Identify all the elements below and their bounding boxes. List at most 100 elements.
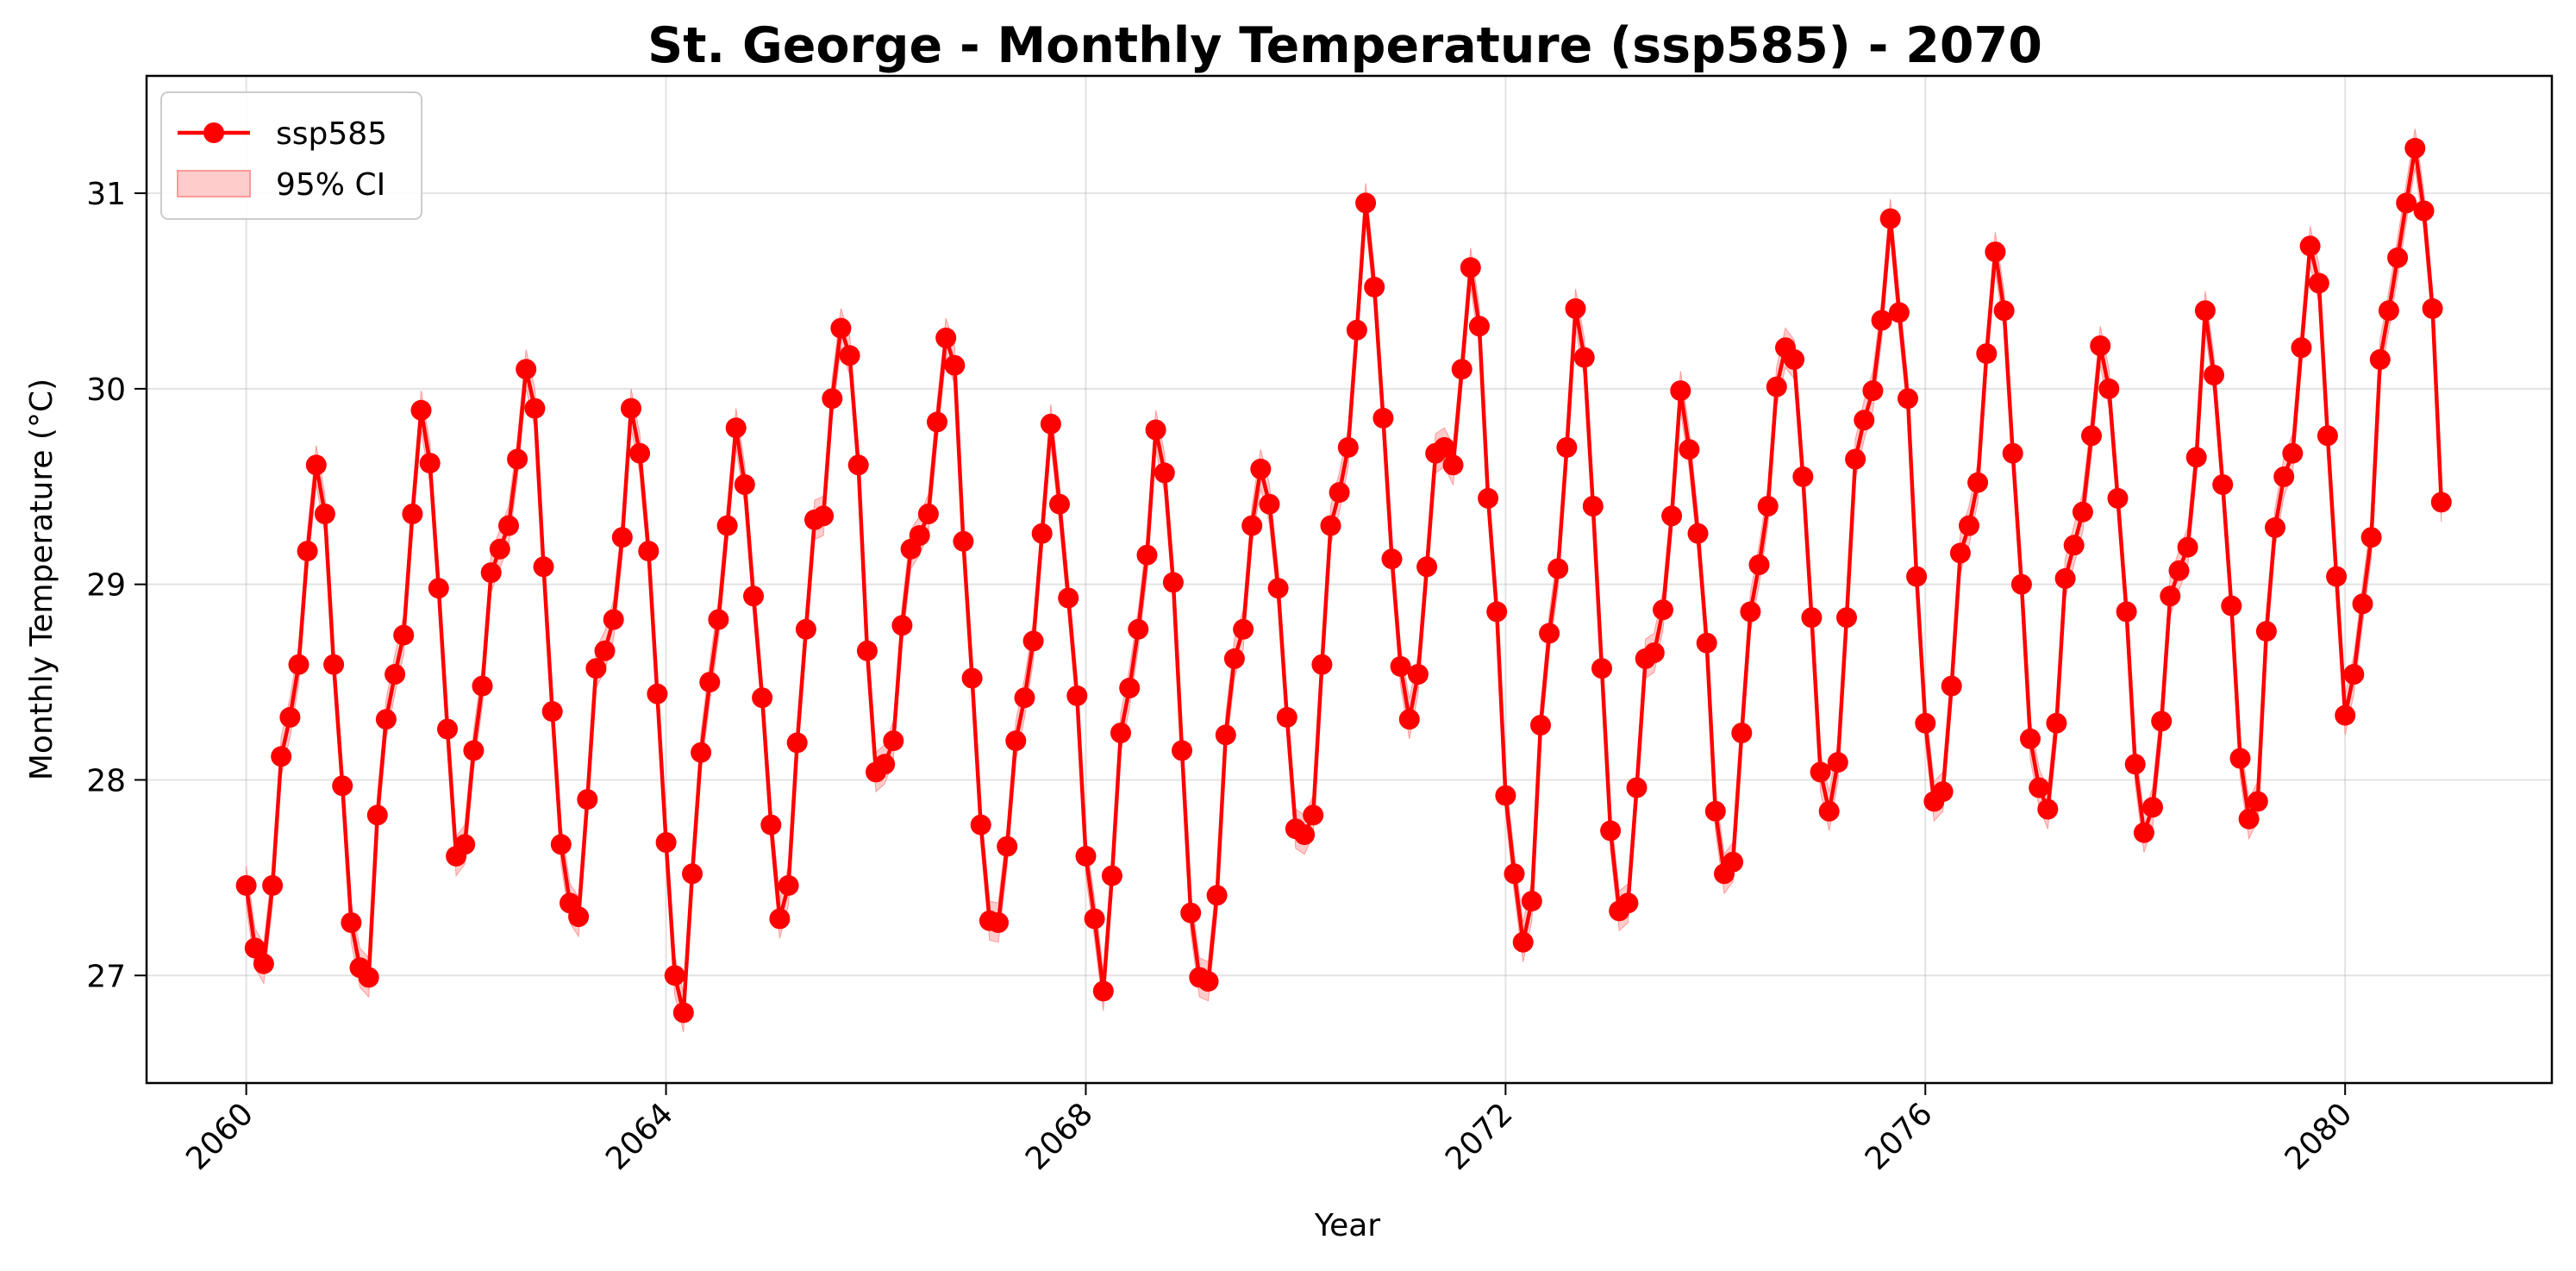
data-point — [1827, 752, 1848, 773]
data-point — [970, 814, 991, 836]
data-point — [419, 453, 441, 474]
data-point — [297, 541, 318, 562]
data-point — [516, 359, 537, 380]
data-point — [1346, 319, 1367, 341]
data-point — [489, 538, 510, 560]
data-point — [1521, 891, 1542, 912]
data-point — [1075, 845, 1097, 867]
data-point — [1626, 777, 1648, 798]
data-point — [813, 505, 835, 527]
data-point — [1731, 723, 1753, 743]
data-point — [1617, 892, 1639, 914]
data-point — [1836, 607, 1857, 629]
data-point — [1119, 677, 1141, 698]
data-point — [1871, 310, 1892, 331]
data-point — [2072, 501, 2093, 523]
x-axis-label: Year — [1314, 1208, 1380, 1243]
data-point — [375, 709, 397, 730]
data-point — [1014, 687, 1035, 709]
data-point — [1932, 781, 1954, 803]
y-tick-label: 29 — [86, 568, 126, 604]
data-point — [2378, 300, 2399, 322]
data-point — [1162, 572, 1184, 593]
data-point — [1906, 566, 1928, 587]
data-point — [594, 640, 616, 661]
data-point — [2081, 425, 2102, 447]
data-point — [463, 740, 485, 761]
data-point — [577, 789, 598, 811]
data-point — [1092, 980, 1114, 1002]
data-point — [2124, 754, 2146, 775]
data-point — [1294, 824, 1316, 845]
data-point — [1407, 664, 1429, 685]
plot-frame — [145, 74, 2554, 1085]
data-point — [1276, 706, 1297, 728]
data-point — [1329, 482, 1350, 504]
data-point — [1434, 436, 1455, 458]
data-point — [1504, 863, 1525, 885]
data-point — [830, 317, 852, 339]
data-point — [1390, 655, 1411, 677]
data-point — [1180, 902, 1202, 924]
data-point — [2020, 728, 2041, 749]
data-point — [1460, 257, 1481, 279]
data-point — [2194, 300, 2216, 322]
data-point — [1818, 800, 1840, 822]
data-point — [1879, 208, 1901, 229]
data-point — [927, 411, 947, 433]
data-point — [2002, 442, 2023, 464]
y-tick-label: 30 — [86, 373, 126, 408]
data-point — [1303, 805, 1324, 826]
data-point — [1862, 380, 1884, 402]
data-point — [2116, 601, 2137, 623]
data-point — [428, 578, 449, 599]
data-point — [454, 834, 476, 855]
data-point — [1687, 523, 1709, 544]
data-point — [1416, 556, 1438, 578]
data-point — [1967, 472, 1989, 493]
data-point — [323, 654, 345, 675]
data-point — [638, 541, 660, 562]
data-point — [1267, 578, 1289, 599]
data-point — [2107, 487, 2129, 509]
data-point — [2343, 664, 2365, 685]
data-points — [235, 137, 2452, 1024]
data-point — [550, 834, 572, 855]
data-point — [1600, 820, 1622, 842]
data-point — [1696, 632, 1717, 654]
data-point — [1748, 554, 1770, 575]
data-point — [507, 448, 528, 470]
data-point — [332, 775, 353, 797]
data-point — [935, 327, 957, 348]
data-point — [2291, 337, 2312, 359]
data-point — [1661, 505, 1683, 527]
data-point — [1355, 192, 1377, 214]
data-point — [839, 345, 860, 366]
data-point — [2387, 247, 2409, 268]
data-point — [2273, 466, 2295, 487]
data-point — [1941, 675, 1962, 697]
data-point — [691, 742, 712, 763]
data-point — [2247, 791, 2268, 812]
data-point — [2317, 425, 2338, 447]
data-point — [1154, 462, 1175, 484]
data-point — [1547, 558, 1569, 579]
data-point — [1591, 658, 1612, 679]
data-point — [2396, 192, 2417, 214]
data-point — [1530, 715, 1551, 736]
data-point — [1539, 623, 1560, 644]
data-point — [1066, 685, 1088, 706]
data-point — [1801, 607, 1823, 629]
data-point — [1766, 376, 1787, 398]
data-point — [655, 832, 677, 853]
data-point — [2142, 797, 2163, 818]
data-point — [585, 658, 607, 679]
data-point — [402, 504, 423, 524]
data-point — [1486, 601, 1508, 623]
data-point — [2308, 272, 2329, 294]
data-point — [2369, 348, 2391, 370]
data-point — [997, 836, 1018, 857]
data-point — [822, 388, 843, 410]
data-point — [1145, 419, 1166, 441]
